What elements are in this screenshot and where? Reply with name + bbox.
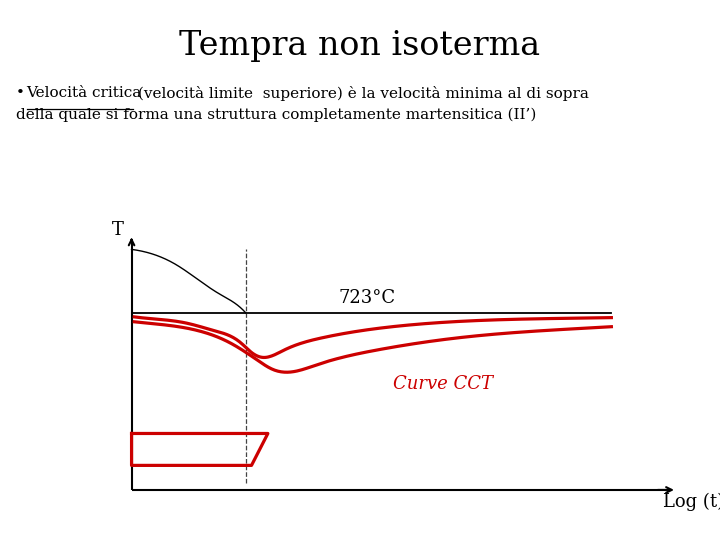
Text: Velocità critica: Velocità critica xyxy=(27,86,142,100)
Text: T: T xyxy=(112,221,124,239)
Text: della quale si forma una struttura completamente martensitica (II’): della quale si forma una struttura compl… xyxy=(16,108,536,123)
Text: •: • xyxy=(16,86,24,100)
Text: Tempra non isoterma: Tempra non isoterma xyxy=(179,30,541,62)
Text: (velocità limite  superiore) è la velocità minima al di sopra: (velocità limite superiore) è la velocit… xyxy=(133,86,589,102)
Text: 723°C: 723°C xyxy=(338,289,396,307)
Text: Curve CCT: Curve CCT xyxy=(393,375,493,393)
Text: Log (t): Log (t) xyxy=(662,493,720,511)
